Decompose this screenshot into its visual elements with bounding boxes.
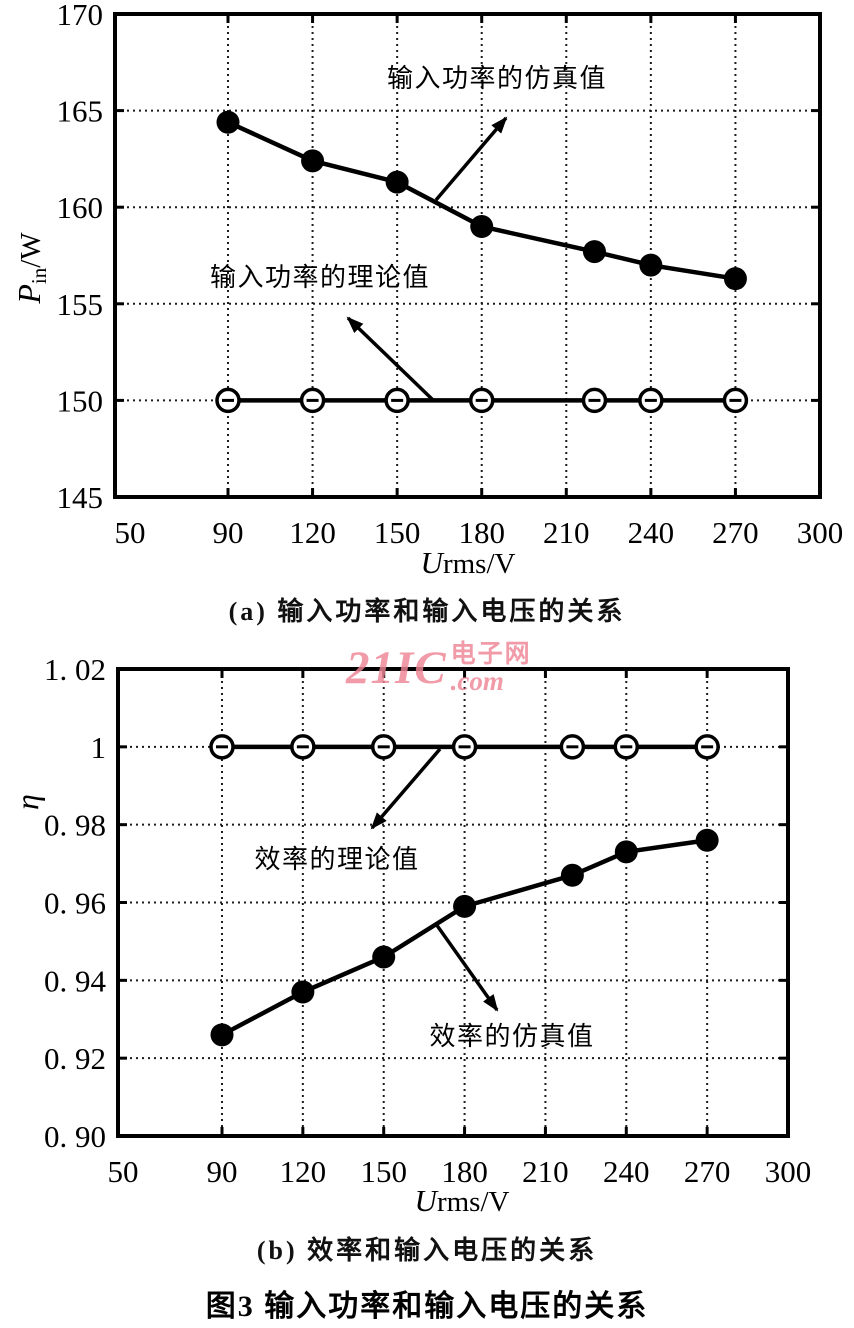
y-tick-label: 1. 02 bbox=[44, 652, 106, 687]
series-open bbox=[215, 387, 749, 414]
data-point-filled bbox=[470, 215, 494, 239]
y-tick-label: 160 bbox=[57, 190, 104, 225]
y-tick-label: 145 bbox=[57, 480, 104, 515]
annotation-label: 效率的理论值 bbox=[254, 845, 419, 874]
caption-chart-b: (b) 效率和输入电压的关系 bbox=[256, 1236, 598, 1265]
x-tick-label: 90 bbox=[213, 515, 244, 550]
x-tick-label: 240 bbox=[603, 1154, 650, 1189]
y-axis-title: Pin/W bbox=[11, 232, 51, 305]
x-tick-label: 90 bbox=[207, 1154, 238, 1189]
x-tick-label: 270 bbox=[684, 1154, 731, 1189]
axis-ticks bbox=[115, 14, 820, 497]
x-axis-title: Urms/V bbox=[421, 545, 516, 580]
x-tick-label: 210 bbox=[543, 515, 590, 550]
x-tick-label: 180 bbox=[458, 515, 505, 550]
y-tick-label: 170 bbox=[57, 0, 104, 32]
annotation-label: 输入功率的理论值 bbox=[210, 263, 430, 292]
annotation-label: 输入功率的仿真值 bbox=[387, 64, 607, 93]
tick-labels: 50 90 120 150 180 210 240 270 300 1. 02 1 0. 98 0. 9… bbox=[44, 652, 811, 1189]
x-tick-label: 50 bbox=[115, 515, 146, 550]
y-tick-label: 0. 98 bbox=[44, 808, 106, 843]
data-point-filled bbox=[210, 1023, 234, 1047]
x-axis-title: Urms/V bbox=[415, 1183, 510, 1214]
x-tick-label: 300 bbox=[797, 515, 844, 550]
data-point-filled bbox=[560, 863, 584, 887]
data-point-filled bbox=[301, 149, 325, 173]
annotation-label: 效率的仿真值 bbox=[429, 1022, 594, 1051]
x-tick-label: 210 bbox=[522, 1154, 569, 1189]
caption-chart-a: (a) 输入功率和输入电压的关系 bbox=[228, 597, 626, 626]
x-tick-label: 150 bbox=[360, 1154, 407, 1189]
y-tick-label: 0. 96 bbox=[44, 886, 106, 921]
annotation: 效率的仿真值 bbox=[429, 922, 594, 1051]
annotation: 输入功率的理论值 bbox=[210, 263, 435, 402]
data-point-filled bbox=[614, 840, 638, 864]
y-tick-label: 1 bbox=[91, 730, 107, 765]
data-point-filled bbox=[372, 945, 396, 969]
x-tick-label: 300 bbox=[765, 1154, 812, 1189]
x-tick-label: 180 bbox=[441, 1154, 488, 1189]
data-point-filled bbox=[723, 267, 747, 291]
annotation: 输入功率的仿真值 bbox=[387, 64, 607, 202]
tick-labels: 50 90 120 150 180 210 240 270 300 170 165 160 155 150… bbox=[57, 0, 844, 550]
y-tick-label: 0. 94 bbox=[44, 963, 107, 998]
x-tick-label: 150 bbox=[374, 515, 421, 550]
data-point-filled bbox=[453, 894, 477, 918]
y-tick-label: 150 bbox=[57, 383, 104, 418]
annotation-arrow bbox=[434, 116, 508, 202]
axis-ticks bbox=[118, 669, 788, 1136]
data-point-filled bbox=[291, 980, 315, 1004]
x-tick-label: 270 bbox=[712, 515, 759, 550]
x-tick-label: 50 bbox=[108, 1154, 139, 1189]
y-axis-title: η bbox=[9, 794, 45, 810]
data-point-filled bbox=[639, 253, 663, 277]
gridlines bbox=[115, 14, 820, 497]
y-tick-label: 0. 90 bbox=[44, 1119, 106, 1154]
series-filled bbox=[216, 110, 747, 291]
x-tick-label: 240 bbox=[628, 515, 675, 550]
y-tick-label: 165 bbox=[57, 94, 104, 129]
y-tick-label: 0. 92 bbox=[44, 1041, 106, 1076]
annotation: 效率的理论值 bbox=[254, 747, 442, 874]
series-filled bbox=[210, 828, 719, 1047]
data-point-filled bbox=[695, 828, 719, 852]
x-tick-label: 120 bbox=[289, 515, 336, 550]
annotation-arrow bbox=[346, 316, 435, 402]
figure-title: 图3 输入功率和输入电压的关系 bbox=[205, 1290, 649, 1323]
x-tick-label: 120 bbox=[280, 1154, 327, 1189]
y-tick-label: 155 bbox=[57, 287, 104, 322]
plot-border bbox=[113, 12, 822, 499]
annotation-arrow bbox=[434, 922, 499, 1012]
data-point-filled bbox=[582, 240, 606, 264]
data-point-filled bbox=[385, 170, 409, 194]
data-point-filled bbox=[216, 110, 240, 134]
annotation-arrow bbox=[370, 747, 442, 830]
series-open bbox=[209, 734, 720, 760]
